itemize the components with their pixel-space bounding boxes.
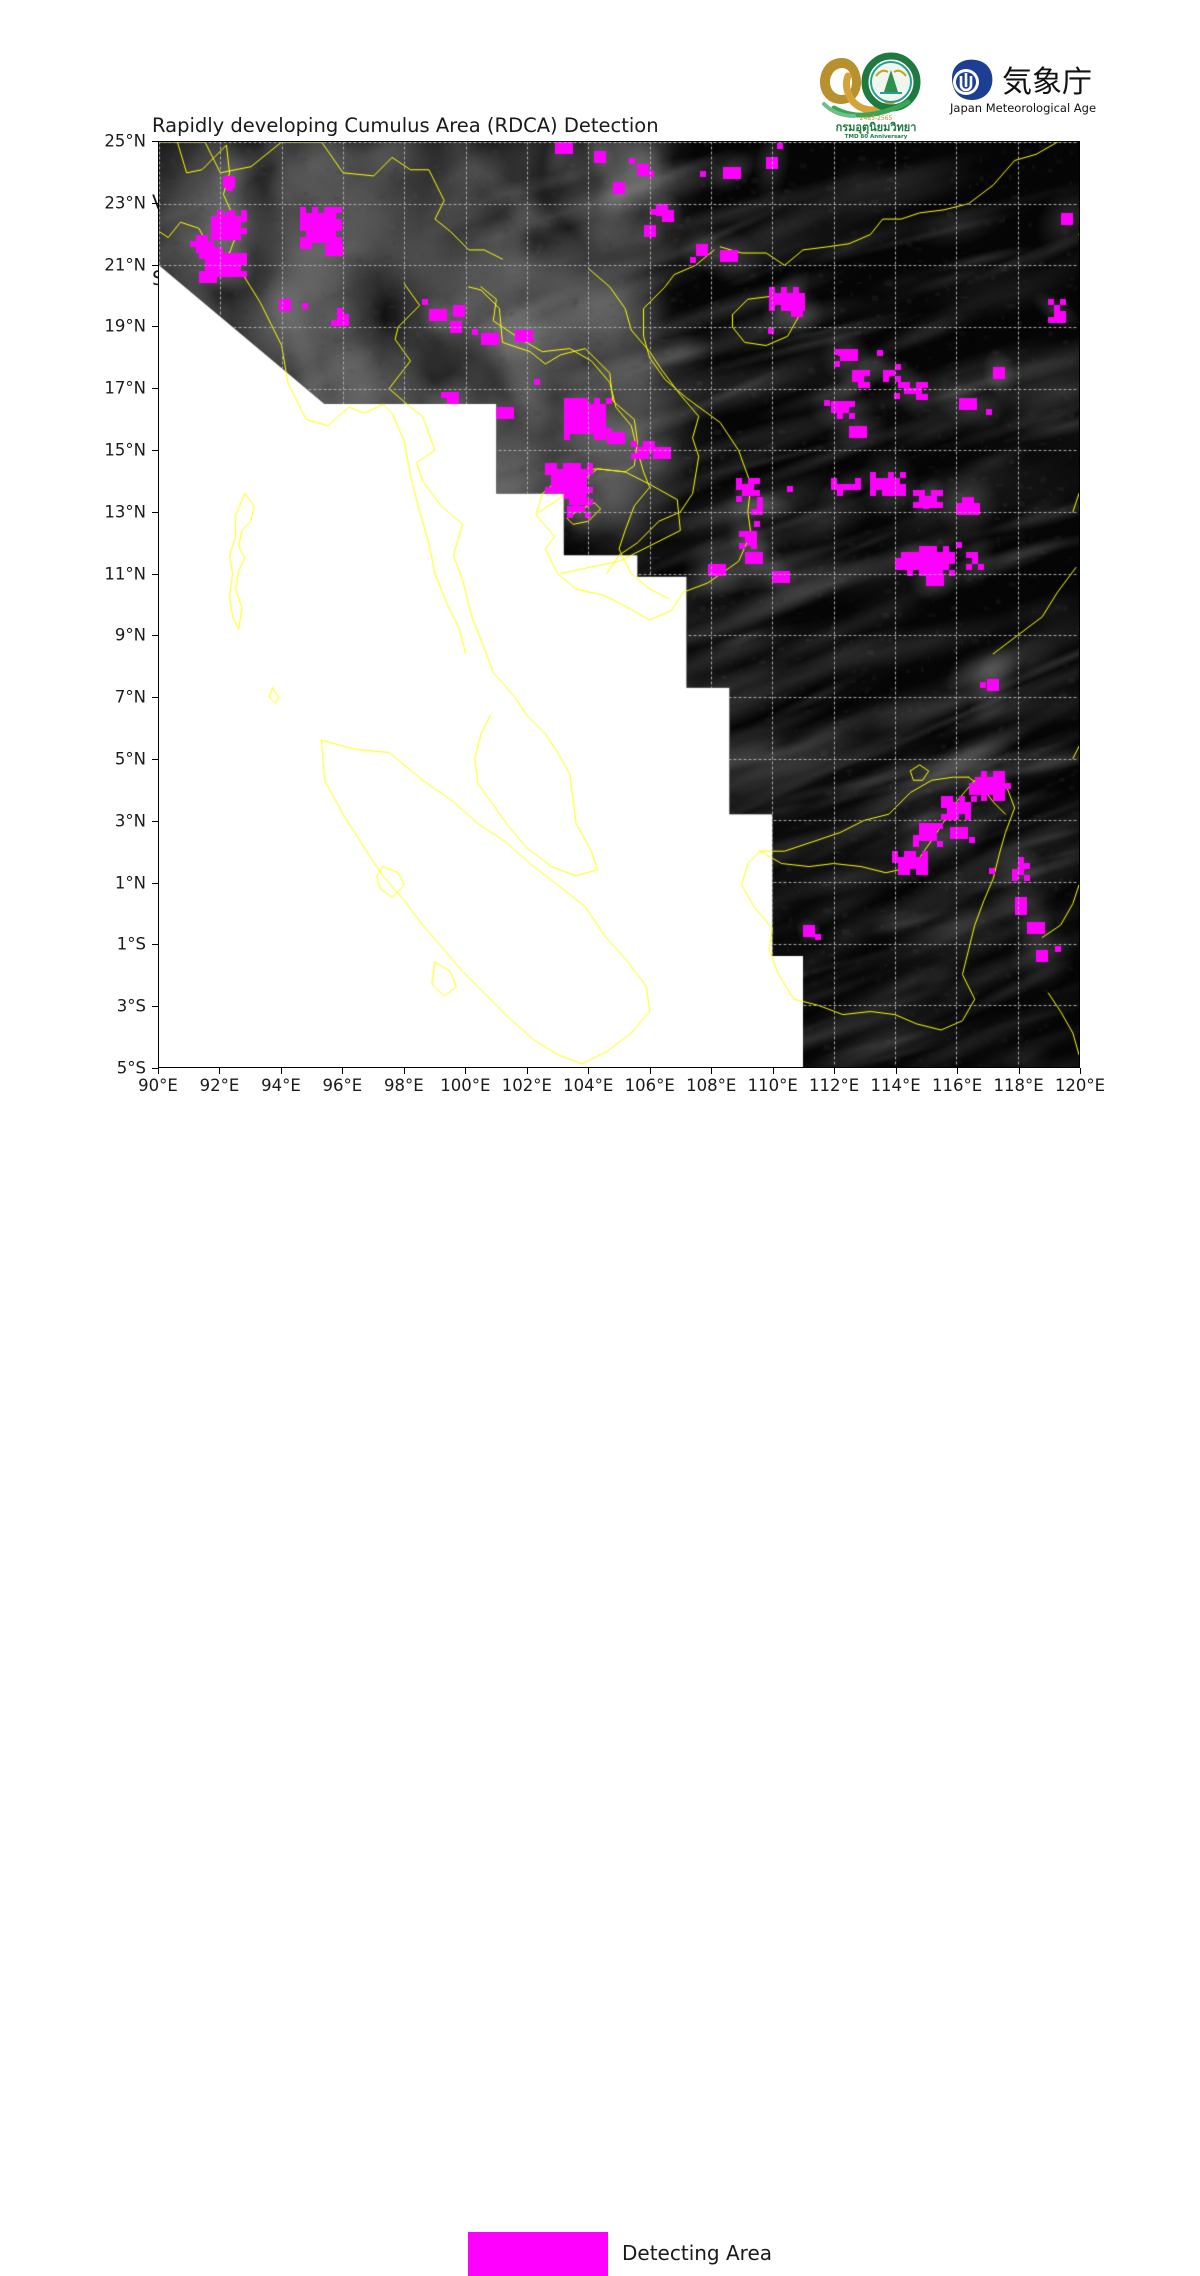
y-axis-tick [152,326,158,327]
x-axis-tick [957,1068,958,1074]
x-axis-tick [834,1068,835,1074]
y-axis-tick-label: 23°N [104,193,146,213]
x-axis-tick [588,1068,589,1074]
x-axis-tick-label: 110°E [747,1076,798,1095]
y-axis-tick [152,1006,158,1007]
y-axis-tick-label: 5°N [114,749,146,769]
japan-meteorological-agency-logo: 気象庁 Japan Meteorological Agency [949,59,1096,115]
x-axis-tick [281,1068,282,1074]
y-axis-tick [152,203,158,204]
header: Rapidly developing Cumulus Area (RDCA) D… [0,0,1200,290]
y-axis-tick [152,759,158,760]
x-axis-tick [773,1068,774,1074]
x-axis-tick [1080,1068,1081,1074]
x-axis-tick-label: 108°E [686,1076,737,1095]
x-axis-tick-label: 94°E [261,1076,301,1095]
y-axis-tick [152,265,158,266]
x-axis-tick-label: 104°E [563,1076,614,1095]
y-axis-tick-label: 1°N [114,873,146,893]
y-axis-tick-label: 9°N [114,625,146,645]
y-axis-tick-label: 11°N [104,564,146,584]
y-axis-tick [152,821,158,822]
legend-label-detecting-area: Detecting Area [622,2241,772,2265]
tmd-logo-subtitle: TMD 80 Anniversary [845,134,908,140]
x-axis-tick [650,1068,651,1074]
y-axis-tick [152,944,158,945]
x-axis-tick [158,1068,159,1074]
x-axis-tick-label: 100°E [440,1076,491,1095]
jma-logo-english: Japan Meteorological Agency [949,101,1096,115]
y-axis-tick [152,574,158,575]
x-axis-tick [896,1068,897,1074]
y-axis-tick-label: 17°N [104,378,146,398]
x-axis-tick-label: 120°E [1054,1076,1106,1095]
y-axis-tick [152,635,158,636]
y-axis-tick-label: 7°N [114,687,146,707]
jma-logo-mark [952,59,993,100]
y-axis-tick [152,141,158,142]
x-axis-tick-label: 118°E [993,1076,1044,1095]
y-axis-tick-label: 15°N [104,440,146,460]
x-axis-tick-label: 96°E [322,1076,363,1095]
y-axis-tick-label: 21°N [104,255,146,275]
x-axis-tick-label: 92°E [199,1076,240,1095]
x-axis-tick-label: 102°E [501,1076,552,1095]
y-axis-tick [152,512,158,513]
x-axis-tick [404,1068,405,1074]
jma-logo-kanji: 気象庁 [1002,65,1092,100]
x-axis-tick-label: 112°E [809,1076,860,1095]
y-axis-tick-label: 25°N [104,131,146,151]
legend: Detecting Area [0,1110,1200,2276]
x-axis-tick [711,1068,712,1074]
tmd-logo-thai-name: กรมอุตุนิยมวิทยา [836,121,917,135]
x-axis-tick [465,1068,466,1074]
x-axis-tick-label: 90°E [138,1076,178,1095]
rdca-detection-map[interactable] [159,142,1079,1067]
y-axis-tick [152,388,158,389]
x-axis-tick-label: 116°E [931,1076,983,1095]
x-axis-tick-label: 98°E [384,1076,424,1095]
y-axis-tick [152,1068,158,1069]
tmd-80th-anniversary-logo: 2485-2565 กรมอุตุนิยมวิทยา TMD 80 Annive… [820,52,921,140]
y-axis-tick [152,697,158,698]
x-axis-tick [1019,1068,1020,1074]
y-axis-tick-label: 1°S [116,934,146,954]
x-axis-tick-label: 114°E [870,1076,921,1095]
y-axis-tick-label: 3°N [114,811,146,831]
y-axis-tick [152,450,158,451]
y-axis-tick-label: 5°S [116,1058,146,1078]
tmd-logo-years: 2485-2565 [860,115,893,122]
x-axis-tick [342,1068,343,1074]
x-axis-tick [527,1068,528,1074]
y-axis-tick [152,883,158,884]
y-axis-tick-label: 13°N [104,502,146,522]
satellite-map-plot[interactable] [158,141,1080,1068]
y-axis-tick-label: 19°N [104,316,146,336]
title-product: Rapidly developing Cumulus Area (RDCA) D… [152,114,659,137]
x-axis-tick-label: 106°E [624,1076,675,1095]
tmd-logo-mark [820,52,921,118]
legend-swatch-detecting-area [468,2232,608,2276]
x-axis-tick [219,1068,220,1074]
y-axis-tick-label: 3°S [116,996,146,1016]
